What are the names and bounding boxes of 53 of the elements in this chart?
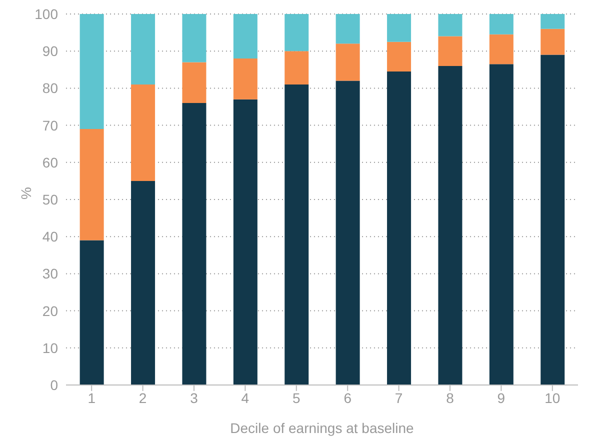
x-tick-label: 2 — [138, 390, 147, 406]
y-tick-label: 60 — [42, 154, 58, 170]
y-tick-label: 30 — [42, 266, 58, 282]
bar — [233, 14, 258, 59]
x-tick-label: 5 — [292, 390, 300, 406]
y-tick-label: 10 — [42, 340, 58, 356]
bar — [540, 28, 565, 55]
bar — [284, 51, 309, 84]
bar — [80, 240, 104, 385]
bar — [182, 14, 206, 62]
y-tick-label: 50 — [42, 191, 58, 208]
x-tick-label: 9 — [497, 390, 506, 406]
bar — [489, 64, 514, 385]
x-tick-label: 7 — [394, 390, 403, 406]
bar — [438, 66, 462, 385]
x-tick-label: 6 — [344, 390, 352, 406]
y-tick-label: 40 — [42, 228, 58, 245]
bar — [284, 14, 309, 52]
bar — [182, 62, 206, 104]
bar — [131, 14, 156, 84]
bar — [336, 14, 360, 44]
bar — [540, 14, 565, 29]
bar — [387, 72, 412, 385]
y-tick-label: 80 — [42, 80, 58, 96]
bar — [131, 180, 156, 385]
bar — [233, 58, 258, 100]
x-tick-label: 10 — [544, 390, 560, 406]
bar — [489, 34, 514, 64]
x-tick-label: 8 — [446, 390, 454, 406]
bar — [387, 42, 412, 72]
y-tick-label: 20 — [42, 302, 58, 319]
y-axis-title: % — [18, 187, 34, 200]
bar — [438, 36, 462, 66]
bar — [540, 54, 565, 385]
x-axis-title: Decile of earnings at baseline — [230, 420, 414, 436]
y-tick-label: 100 — [34, 6, 58, 22]
y-tick-label: 70 — [42, 117, 58, 134]
y-tick-label: 90 — [42, 43, 58, 60]
bar — [336, 80, 360, 385]
bar — [131, 84, 156, 181]
bar — [489, 14, 514, 34]
x-tick-label: 3 — [190, 390, 198, 406]
x-tick-label: 4 — [241, 390, 250, 406]
bar — [80, 129, 104, 240]
bar — [233, 99, 258, 385]
bar — [438, 14, 462, 36]
x-tick-label: 1 — [88, 390, 96, 406]
bar — [336, 44, 360, 81]
y-tick-label: 0 — [50, 376, 58, 393]
bar — [387, 14, 412, 42]
bar — [80, 14, 104, 130]
bar — [182, 103, 206, 385]
bar — [284, 84, 309, 385]
